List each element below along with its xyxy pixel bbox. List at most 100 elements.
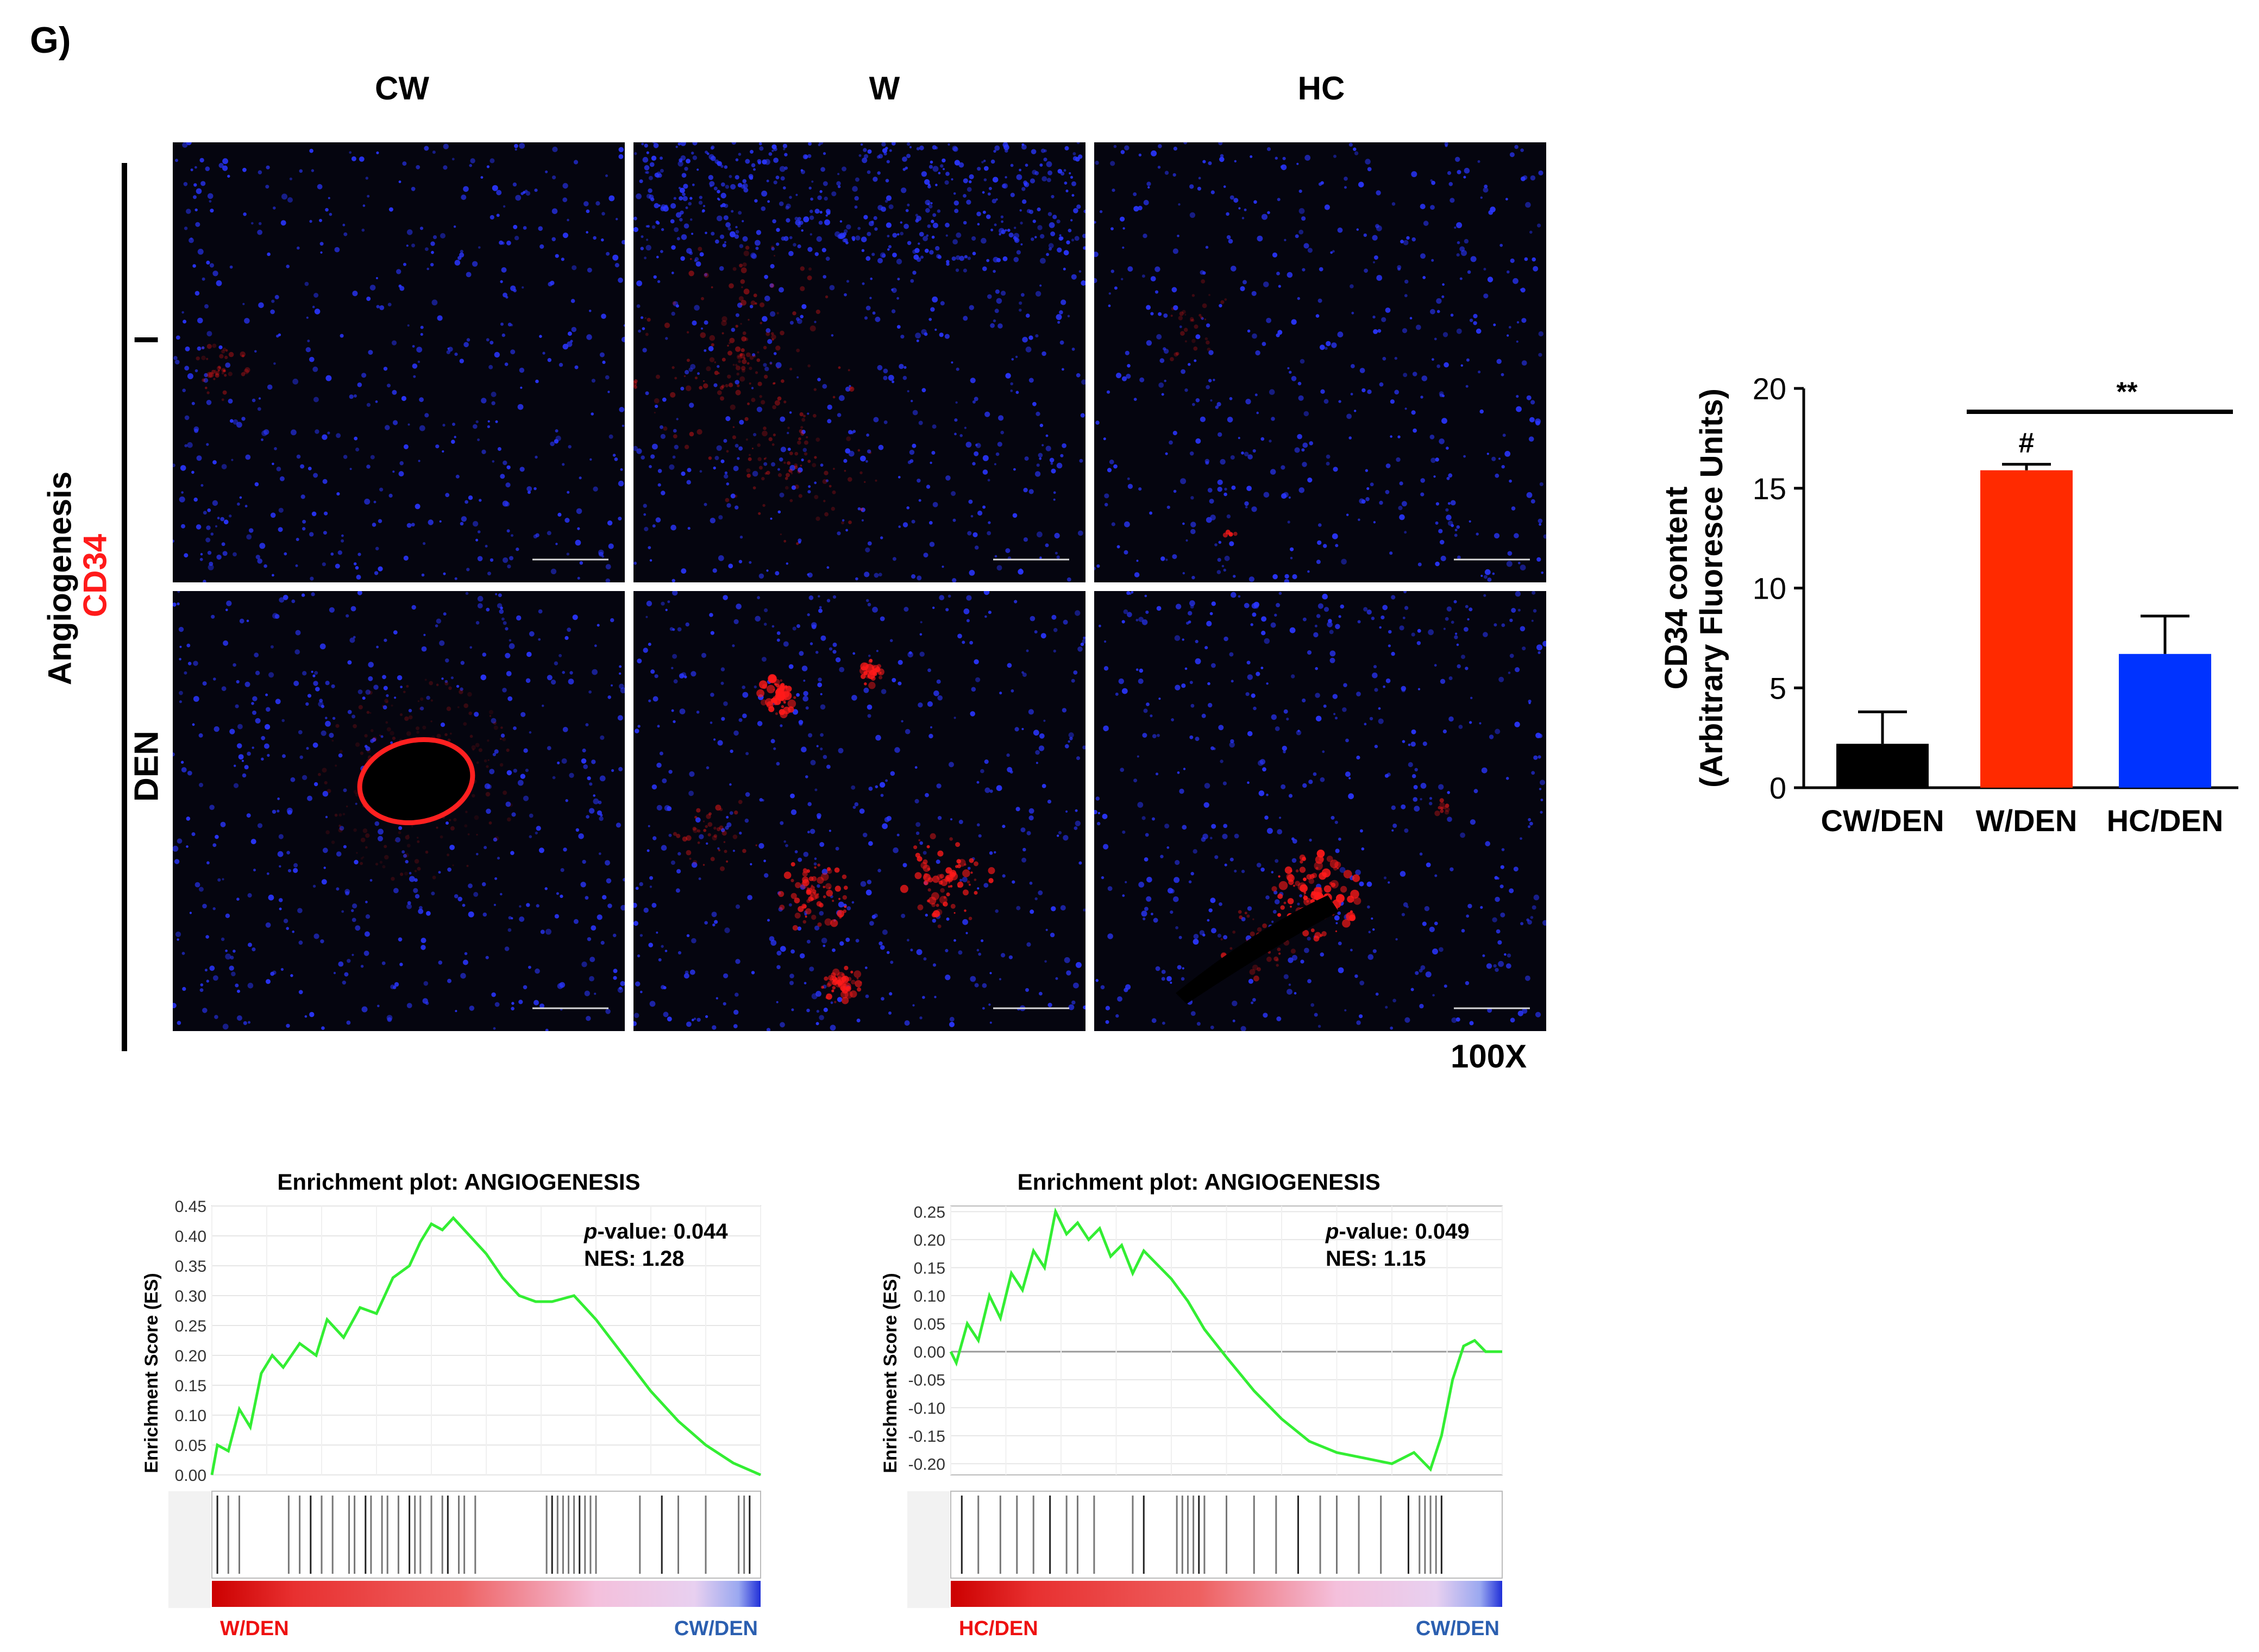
marker-signal xyxy=(819,902,824,908)
nucleus xyxy=(407,324,410,327)
nucleus xyxy=(1326,454,1331,459)
nucleus xyxy=(1034,471,1041,477)
nucleus xyxy=(988,611,992,614)
nucleus xyxy=(481,882,486,887)
nucleus xyxy=(901,187,907,193)
nucleus xyxy=(842,519,845,522)
nucleus xyxy=(875,785,878,789)
nucleus xyxy=(242,167,247,172)
nucleus xyxy=(1039,733,1045,739)
nucleus xyxy=(989,851,993,855)
nucleus xyxy=(225,608,228,611)
nucleus xyxy=(287,869,292,872)
nucleus xyxy=(894,747,900,753)
nucleus xyxy=(803,690,808,696)
nucleus xyxy=(1223,824,1228,828)
nucleus xyxy=(1530,175,1536,181)
nucleus xyxy=(560,868,564,872)
nucleus xyxy=(933,690,939,696)
nucleus xyxy=(1200,416,1206,422)
marker-signal xyxy=(923,864,930,872)
nucleus xyxy=(742,692,749,698)
nucleus xyxy=(673,197,676,200)
nucleus xyxy=(468,911,474,918)
nucleus xyxy=(538,638,541,641)
nucleus xyxy=(672,579,675,582)
marker-signal xyxy=(752,486,756,489)
nucleus xyxy=(1023,537,1028,542)
nucleus xyxy=(989,972,992,975)
nucleus xyxy=(1271,871,1274,874)
marker-signal xyxy=(713,826,717,830)
nucleus xyxy=(516,547,519,551)
marker-signal xyxy=(945,875,950,879)
nucleus xyxy=(907,241,912,246)
nucleus xyxy=(1062,368,1064,371)
nucleus xyxy=(900,221,902,224)
nucleus xyxy=(661,228,664,231)
nucleus xyxy=(477,595,484,602)
nucleus xyxy=(657,483,661,487)
nucleus xyxy=(431,250,434,254)
nucleus xyxy=(995,198,998,201)
nucleus xyxy=(1178,935,1182,939)
nucleus xyxy=(1382,356,1386,361)
marker-signal xyxy=(813,414,817,418)
nucleus xyxy=(319,218,322,222)
nucleus xyxy=(1294,992,1297,995)
nucleus xyxy=(826,211,831,215)
nucleus xyxy=(1315,314,1320,318)
nucleus xyxy=(898,476,901,479)
nucleus xyxy=(618,154,624,159)
marker-signal xyxy=(735,324,738,328)
nucleus xyxy=(345,891,349,896)
nucleus xyxy=(818,677,822,682)
nucleus xyxy=(265,185,269,189)
marker-signal xyxy=(430,720,432,723)
nucleus xyxy=(1232,1019,1235,1022)
nucleus xyxy=(362,204,366,207)
marker-signal xyxy=(917,904,924,910)
nucleus xyxy=(233,783,239,788)
marker-signal xyxy=(756,689,764,698)
nucleus xyxy=(510,349,516,355)
nucleus xyxy=(950,818,953,821)
nucleus xyxy=(710,721,713,724)
marker-signal xyxy=(739,303,742,305)
nucleus xyxy=(930,307,935,312)
nucleus xyxy=(218,345,223,349)
marker-signal xyxy=(767,684,775,694)
nucleus xyxy=(775,362,782,368)
nucleus xyxy=(738,153,742,156)
nucleus xyxy=(505,652,511,658)
nucleus xyxy=(668,833,672,837)
nucleus xyxy=(298,730,303,734)
nucleus xyxy=(1409,317,1413,319)
nucleus xyxy=(644,165,650,171)
nucleus xyxy=(673,679,678,684)
nucleus xyxy=(1219,156,1225,162)
nucleus xyxy=(909,651,912,655)
nucleus xyxy=(440,233,445,238)
nucleus xyxy=(1146,340,1152,346)
nucleus xyxy=(751,253,757,259)
nucleus xyxy=(1133,192,1137,196)
nucleus xyxy=(689,403,694,408)
nucleus xyxy=(1008,955,1013,959)
nucleus xyxy=(1372,673,1378,679)
nucleus xyxy=(184,366,190,371)
nucleus xyxy=(270,645,274,649)
nucleus xyxy=(190,168,193,172)
nucleus xyxy=(843,235,846,238)
nucleus xyxy=(783,148,786,150)
nucleus xyxy=(646,151,649,154)
nucleus xyxy=(275,699,281,705)
marker-signal xyxy=(429,681,434,686)
nucleus xyxy=(764,873,769,878)
marker-signal xyxy=(771,338,774,341)
nucleus xyxy=(1220,458,1226,465)
marker-signal xyxy=(745,438,748,441)
nucleus xyxy=(892,233,898,238)
nucleus xyxy=(237,724,243,730)
nucleus xyxy=(801,430,806,435)
